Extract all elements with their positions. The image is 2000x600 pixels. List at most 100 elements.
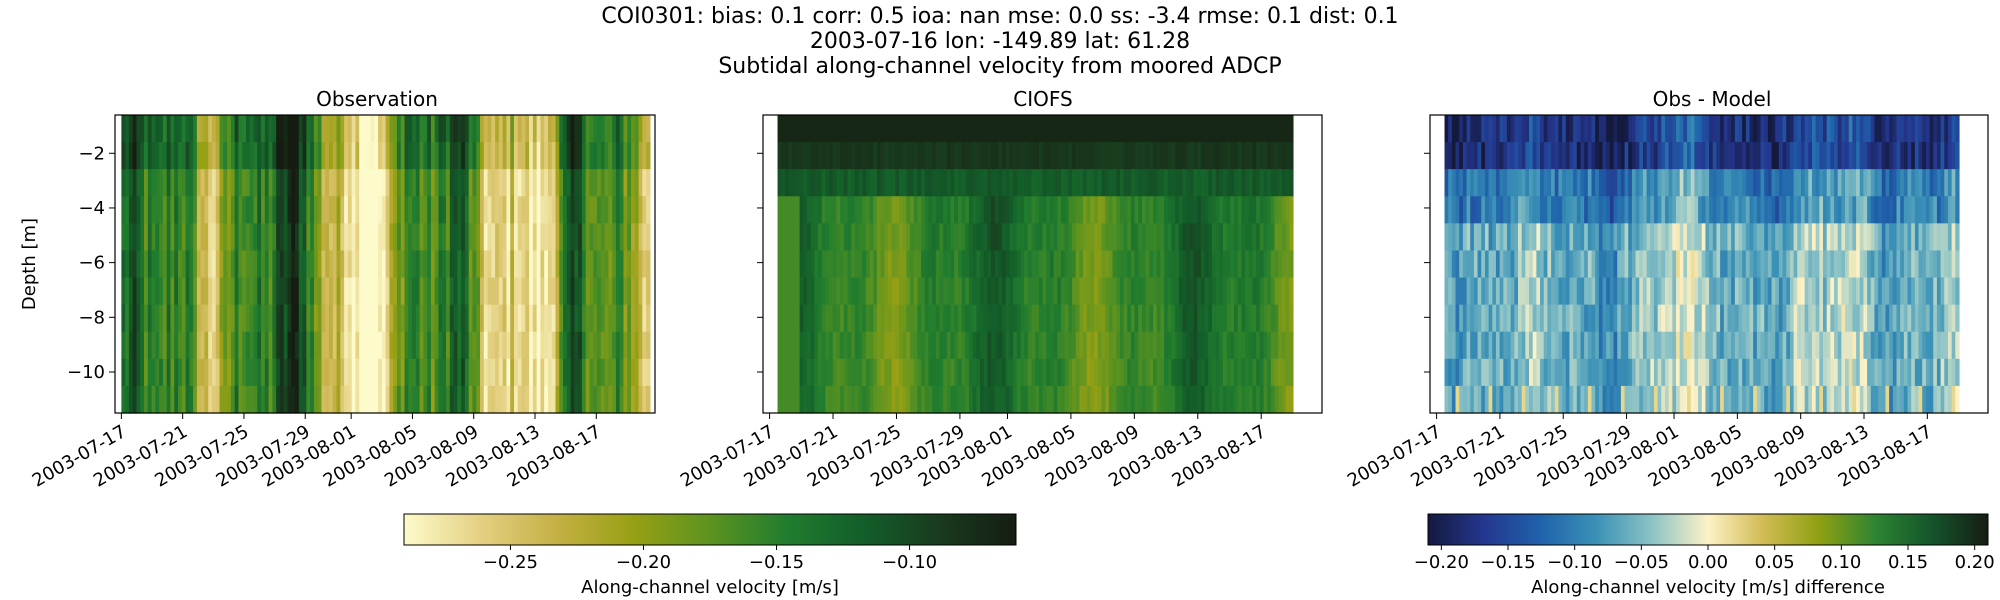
heatmap-cell [917,358,922,387]
heatmap-cell [1053,142,1058,170]
heatmap-cell [1072,385,1077,414]
heatmap-cell [862,196,867,224]
heatmap-cell [1797,358,1802,387]
heatmap-cell [170,331,175,360]
heatmap-cell [268,331,273,360]
heatmap-cell [1038,358,1044,387]
heatmap-cell [593,196,598,224]
heatmap-cell [1657,304,1662,333]
heatmap-cell [891,142,896,170]
heatmap-cell [792,331,797,360]
heatmap-cell [608,115,613,143]
heatmap-cell [858,115,863,143]
heatmap-cell [1097,304,1103,333]
heatmap-cell [238,331,243,360]
heatmap-cell [1885,304,1890,333]
heatmap-cell [604,142,609,170]
heatmap-cell [1925,358,1931,387]
heatmap-cell [1587,385,1593,414]
heatmap-cell [472,304,477,333]
heatmap-cell [1826,250,1831,279]
heatmap-cell [1083,223,1088,252]
heatmap-cell [506,277,511,306]
heatmap-cell [144,277,149,306]
heatmap-cell [1668,385,1673,414]
heatmap-cell [1551,115,1556,143]
heatmap-cell [1031,169,1036,197]
heatmap-cell [862,169,867,197]
heatmap-cell [1492,304,1497,333]
heatmap-cell [1819,115,1824,143]
heatmap-cell [585,304,591,333]
heatmap-cell [1749,169,1754,197]
heatmap-cell [1105,385,1110,414]
heatmap-cell [1094,223,1099,252]
heatmap-cell [1936,277,1942,306]
heatmap-cell [510,169,515,197]
heatmap-cell [1237,196,1242,224]
heatmap-cell [858,196,863,224]
heatmap-cell [136,277,141,306]
heatmap-cell [1112,358,1117,387]
heatmap-cell [1613,250,1618,279]
heatmap-cell [1646,169,1651,197]
heatmap-cell [1786,385,1791,414]
heatmap-cell [302,277,307,306]
heatmap-cell [1668,196,1673,224]
heatmap-cell [1167,304,1173,333]
heatmap-cell [891,358,896,387]
heatmap-cell [200,331,206,360]
heatmap-cell [1481,196,1486,224]
heatmap-cell [1808,358,1813,387]
heatmap-cell [829,385,834,414]
heatmap-cell [1116,142,1121,170]
heatmap-cell [404,304,409,333]
heatmap-cell [865,169,871,197]
heatmap-cell [1800,277,1806,306]
heatmap-cell [1595,169,1600,197]
heatmap-cell [287,277,292,306]
heatmap-cell [566,250,572,279]
heatmap-cell [1900,142,1905,170]
heatmap-cell [242,169,247,197]
heatmap-cell [1470,385,1475,414]
heatmap-cell [253,358,258,387]
heatmap-cell [1270,385,1276,414]
heatmap-cell [1477,277,1482,306]
heatmap-cell [1068,304,1073,333]
heatmap-cell [1005,331,1011,360]
heatmap-cell [623,250,628,279]
heatmap-cell [593,304,598,333]
heatmap-cell [1646,115,1651,143]
heatmap-cell [862,142,867,170]
heatmap-cell [983,331,988,360]
heatmap-cell [884,358,889,387]
heatmap-cell [1222,250,1228,279]
heatmap-cell [204,115,209,143]
heatmap-cell [1130,250,1136,279]
heatmap-cell [1049,331,1055,360]
heatmap-cell [238,250,243,279]
heatmap-cell [1234,358,1239,387]
heatmap-cell [1602,223,1607,252]
heatmap-cell [1097,115,1103,143]
heatmap-cell [865,115,871,143]
heatmap-cell [829,196,834,224]
heatmap-cell [151,223,156,252]
heatmap-cell [125,223,130,252]
heatmap-cell [1892,223,1898,252]
heatmap-cell [279,142,285,170]
heatmap-cell [1936,142,1942,170]
heatmap-cell [502,115,508,143]
heatmap-cell [880,358,885,387]
heatmap-cell [566,385,572,414]
heatmap-cell [623,385,628,414]
heatmap-cell [924,304,930,333]
heatmap-cell [818,196,823,224]
heatmap-cell [1042,304,1047,333]
heatmap-cell [1178,223,1184,252]
heatmap-cell [272,169,277,197]
heatmap-cell [1617,115,1622,143]
heatmap-cell [502,196,508,224]
heatmap-cell [1090,169,1095,197]
